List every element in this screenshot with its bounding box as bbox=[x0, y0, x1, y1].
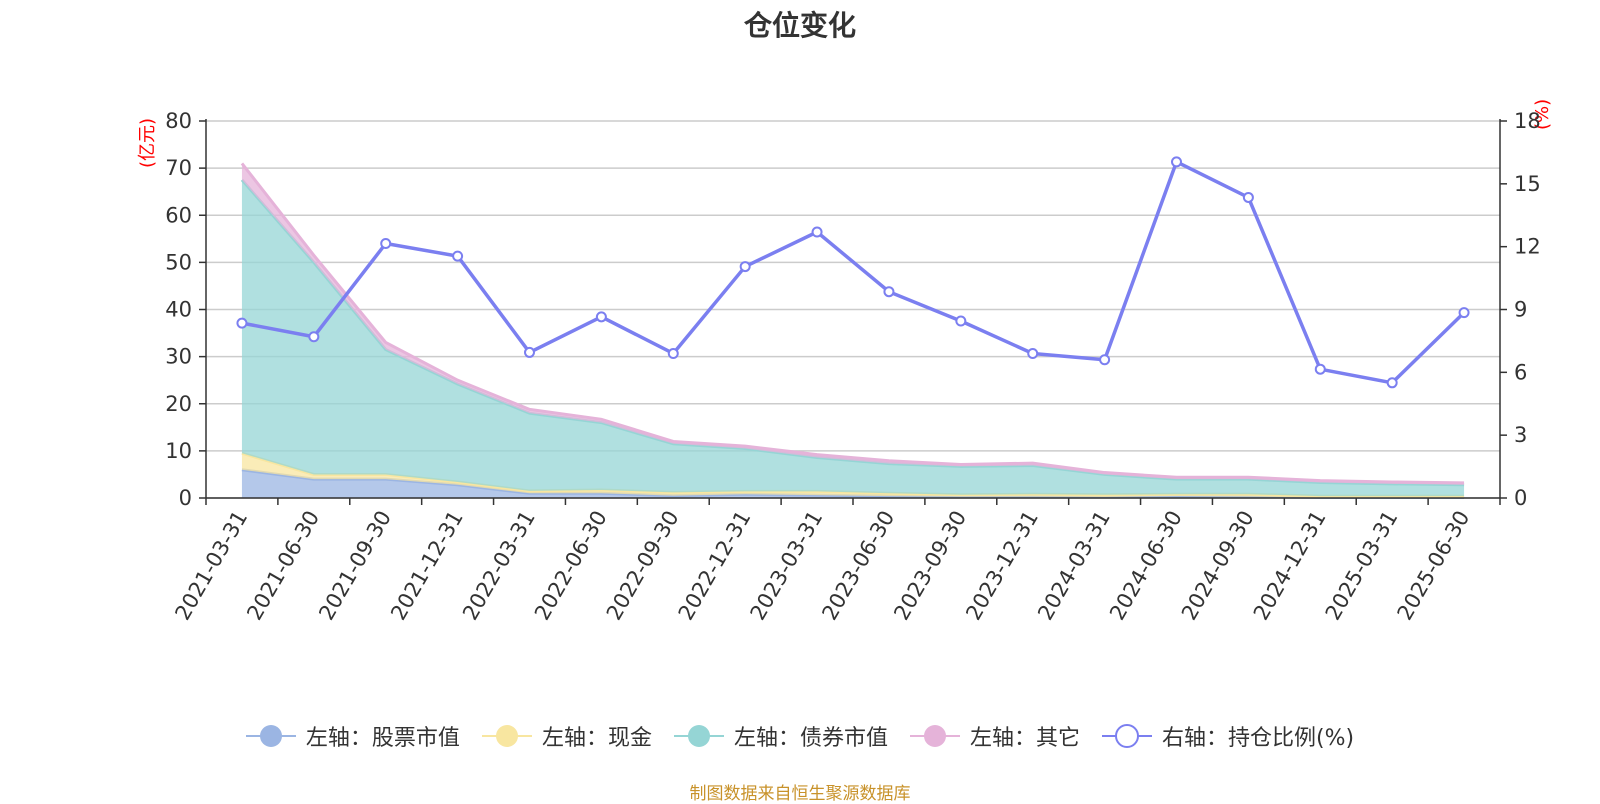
x-axis-tick-label: 2023-06-30 bbox=[817, 507, 899, 625]
area-edge-other bbox=[240, 162, 1465, 485]
x-axis-tick-label: 2022-06-30 bbox=[530, 507, 612, 625]
right-axis-tick-label: 3 bbox=[1514, 423, 1527, 447]
x-axis-tick-label: 2021-09-30 bbox=[314, 507, 396, 625]
x-axis-tick-label: 2024-03-31 bbox=[1033, 507, 1115, 625]
right-axis-tick-label: 12 bbox=[1514, 235, 1541, 259]
right-axis-tick-label: 6 bbox=[1514, 360, 1527, 384]
x-axis-tick-label: 2022-03-31 bbox=[458, 507, 540, 625]
left-axis-tick-label: 0 bbox=[179, 486, 192, 510]
left-axis-tick-label: 60 bbox=[165, 203, 192, 227]
left-axis-tick-label: 20 bbox=[165, 392, 192, 416]
left-axis-tick-label: 30 bbox=[165, 345, 192, 369]
left-axis-tick-label: 10 bbox=[165, 439, 192, 463]
legend-symbol-icon bbox=[673, 725, 724, 747]
ratio-point bbox=[1027, 347, 1039, 359]
legend-item[interactable]: 左轴：现金 bbox=[481, 720, 652, 752]
x-axis-tick-label: 2022-12-31 bbox=[674, 507, 756, 625]
x-axis-tick-label: 2025-06-30 bbox=[1393, 507, 1475, 625]
legend-item[interactable]: 右轴：持仓比例(%) bbox=[1101, 720, 1355, 752]
left-axis-tick-label: 50 bbox=[165, 250, 192, 274]
ratio-line bbox=[241, 160, 1466, 385]
ratio-point bbox=[1242, 191, 1254, 203]
ratio-point bbox=[452, 250, 464, 262]
ratio-point bbox=[883, 286, 895, 298]
ratio-point bbox=[1386, 377, 1398, 389]
legend-label: 左轴：其它 bbox=[969, 726, 1080, 751]
ratio-point bbox=[667, 347, 679, 359]
x-axis-tick-label: 2023-09-30 bbox=[889, 506, 971, 624]
ratio-point bbox=[524, 346, 535, 358]
right-axis-tick-label: 9 bbox=[1514, 298, 1527, 322]
left-axis-tick-label: 40 bbox=[165, 298, 192, 322]
x-axis-tick-label: 2024-12-31 bbox=[1249, 507, 1331, 625]
legend-label: 左轴：现金 bbox=[541, 726, 652, 751]
x-axis-tick-label: 2022-09-30 bbox=[602, 507, 684, 625]
x-axis-tick-label: 2023-03-31 bbox=[746, 507, 828, 625]
x-axis-tick-label: 2021-06-30 bbox=[242, 507, 324, 625]
legend-item[interactable]: 左轴：股票市值 bbox=[245, 720, 460, 752]
right-axis-tick-label: 15 bbox=[1514, 172, 1541, 196]
x-axis-tick-label: 2023-12-31 bbox=[961, 507, 1043, 625]
ratio-point bbox=[955, 315, 967, 327]
ratio-point bbox=[236, 317, 248, 329]
x-axis-tick-label: 2021-03-31 bbox=[170, 507, 252, 625]
legend-symbol-icon bbox=[1101, 724, 1152, 748]
x-axis-tick-label: 2021-12-31 bbox=[386, 506, 468, 624]
legend-symbol-icon bbox=[245, 725, 296, 747]
x-axis-tick-label: 2025-03-31 bbox=[1321, 507, 1403, 625]
legend-item[interactable]: 左轴：其它 bbox=[909, 720, 1080, 752]
right-axis-tick-label: 18 bbox=[1514, 109, 1541, 133]
chart-title: 仓位变化 bbox=[743, 9, 856, 42]
ratio-point bbox=[739, 261, 751, 273]
ratio-point bbox=[1171, 156, 1182, 168]
left-axis-tick-label: 70 bbox=[165, 156, 192, 180]
x-axis-tick-label: 2024-09-30 bbox=[1177, 507, 1259, 625]
chart-legend: 左轴：股票市值 左轴：现金 左轴：债券市值 左轴：其它 右轴：持仓比例(%) bbox=[0, 720, 1600, 752]
area-bond bbox=[241, 179, 1465, 497]
ratio-point bbox=[308, 331, 320, 343]
data-source-note: 制图数据来自恒生聚源数据库 bbox=[689, 784, 911, 804]
legend-label: 左轴：债券市值 bbox=[733, 726, 888, 751]
legend-symbol-icon bbox=[909, 725, 960, 747]
right-axis-tick-label: 0 bbox=[1514, 486, 1527, 510]
legend-label: 左轴：股票市值 bbox=[305, 726, 460, 751]
ratio-point bbox=[595, 311, 607, 323]
legend-symbol-icon bbox=[481, 725, 532, 747]
ratio-point bbox=[1099, 354, 1111, 366]
area-stock bbox=[241, 469, 1465, 498]
x-axis-tick-label: 2024-06-30 bbox=[1105, 507, 1187, 625]
ratio-point bbox=[811, 226, 823, 238]
ratio-point bbox=[1314, 363, 1326, 375]
ratio-point bbox=[380, 238, 392, 250]
ratio-point bbox=[1458, 307, 1470, 319]
left-axis-tick-label: 80 bbox=[165, 109, 192, 133]
legend-label: 右轴：持仓比例(%) bbox=[1161, 726, 1355, 751]
legend-item[interactable]: 左轴：债券市值 bbox=[673, 720, 888, 752]
